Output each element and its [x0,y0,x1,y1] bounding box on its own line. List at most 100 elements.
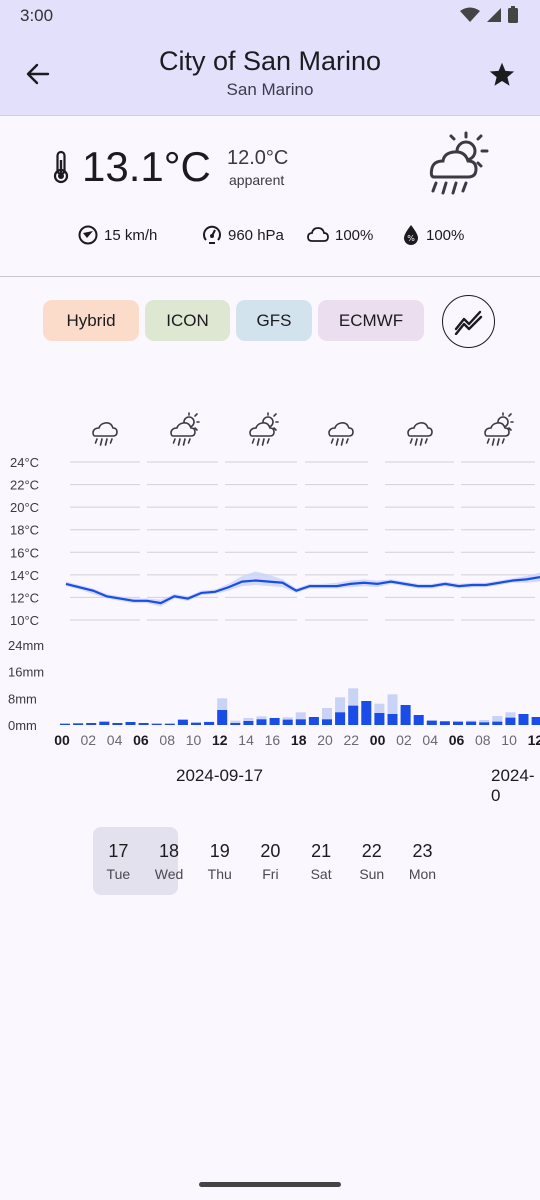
chip-label: ICON [166,310,209,330]
precip-bar [400,705,411,725]
cloud-icon [307,227,329,242]
temp-tick-label: 12°C [10,590,39,605]
hour-label: 22 [344,732,360,748]
humidity-stat: % 100% [402,224,464,246]
precip-tick-label: 16mm [8,665,44,680]
apparent-label: apparent [229,172,285,188]
precip-range-bar [295,712,306,725]
precip-bar [479,722,490,725]
precip-bar [138,723,149,725]
app-header: City of San Marino San Marino [0,30,540,116]
day-number: 18 [159,841,180,861]
day-weekday: Tue [106,866,131,882]
day-19[interactable]: 19 Thu [194,827,245,895]
star-icon [489,62,515,86]
precip-bar [204,722,215,725]
precip-bar [243,721,254,725]
current-stats: 15 km/h 960 hPa 100% % 100% [78,224,464,246]
temp-tick-label: 22°C [10,478,39,493]
cloud-stat: 100% [307,224,402,246]
chart-date-label: 2024-0 [491,766,535,805]
apparent-temperature: 12.0°C [227,147,289,169]
precip-bar [361,701,372,725]
pressure-value: 960 hPa [228,226,284,244]
thermometer-icon [53,150,69,184]
day-number: 21 [311,841,332,861]
hour-label: 04 [107,732,123,748]
precip-range-bar [387,694,398,725]
precip-bar [518,714,529,725]
humidity-value: 100% [426,226,465,244]
hour-label: 08 [159,732,175,748]
temp-tick-label: 24°C [10,455,39,470]
temp-tick-label: 14°C [10,568,39,583]
day-22[interactable]: 22 Sun [346,827,397,895]
forecast-chart[interactable]: 24°C 22°C 20°C 18°C 16°C 14°C 12°C 10°C 24mm 16mm… [0,400,540,760]
precip-bar [60,723,70,725]
temp-tick-label: 10°C [10,613,39,628]
cloud-value: 100% [335,226,374,244]
temp-line [65,576,540,605]
day-23[interactable]: 23 Mon [397,827,448,895]
favorite-button[interactable] [482,56,522,92]
hour-label: 20 [317,732,333,748]
precip-tick-label: 8mm [8,691,37,706]
precip-bar [125,722,136,725]
precip-bar [112,723,123,725]
hour-label: 16 [265,732,281,748]
model-chip-icon[interactable]: ICON [145,300,230,341]
hour-label: 00 [54,732,70,748]
model-chip-gfs[interactable]: GFS [236,300,312,341]
day-number: 22 [361,841,382,861]
day-20[interactable]: 20 Fri [245,827,296,895]
precip-bar [191,722,201,725]
hour-label: 02 [396,732,412,748]
precip-bar [269,718,280,725]
page-subtitle: San Marino [226,80,314,99]
day-number: 20 [260,841,281,861]
svg-text:%: % [407,234,415,243]
precip-bar [453,721,463,725]
precip-range-bar [335,697,346,725]
precip-range-bar [492,716,503,725]
precip-bar [256,719,267,725]
temp-tick-label: 18°C [10,523,39,538]
precip-bar [99,721,110,725]
precip-bar [387,714,398,725]
hour-label: 06 [449,732,465,748]
precip-bar [177,719,188,725]
home-indicator[interactable] [199,1182,341,1187]
chart-toggle-button[interactable] [442,295,495,348]
wind-value: 15 km/h [104,226,158,244]
signal-icon [487,7,501,22]
day-21[interactable]: 21 Sat [296,827,347,895]
precip-bar [492,721,503,725]
model-chip-ecmwf[interactable]: ECMWF [318,300,424,341]
precip-bar [374,713,385,725]
precip-bar [466,721,477,725]
wifi-icon [460,7,480,22]
day-18[interactable]: 18 Wed [144,827,195,895]
model-chips: Hybrid ICON GFS ECMWF [43,300,424,341]
wind-stat: 15 km/h [78,224,202,246]
precip-bar [439,721,450,725]
hour-label: 12 [528,732,540,748]
day-17[interactable]: 17 Tue [93,827,144,895]
precip-bar [230,723,241,725]
model-chip-hybrid[interactable]: Hybrid [43,300,139,341]
arrow-left-icon [26,63,50,85]
rain-sun-cloud-icon [170,412,200,446]
hour-label: 12 [212,732,228,748]
rain-cloud-icon [407,422,433,446]
trend-chart-icon [454,310,482,335]
day-weekday: Sun [359,866,385,882]
hour-label: 10 [186,732,202,748]
battery-icon [508,6,518,23]
precip-tick-label: 0mm [8,718,37,733]
day-weekday: Wed [154,866,184,882]
chip-label: ECMWF [338,310,404,330]
hour-label: 18 [291,732,307,748]
back-button[interactable] [18,56,58,92]
precip-bar [531,717,540,725]
pressure-gauge-icon [203,225,221,244]
